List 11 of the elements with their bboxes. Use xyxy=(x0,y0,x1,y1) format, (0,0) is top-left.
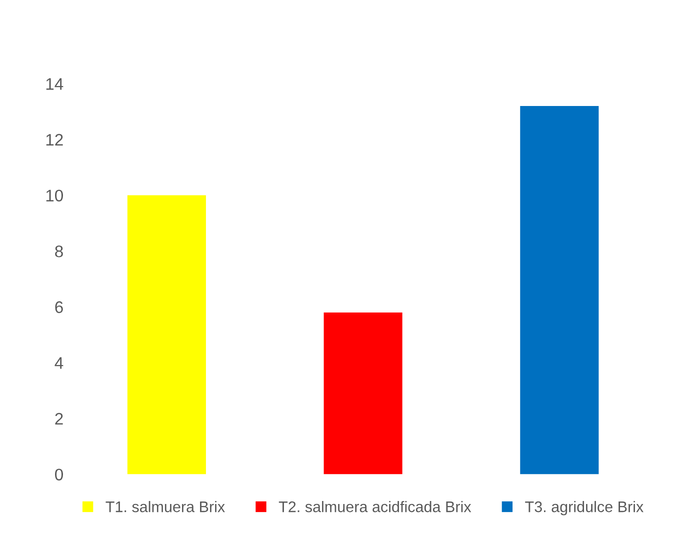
y-tick-label: 8 xyxy=(55,246,63,258)
legend-label: T2. salmuera acidficada Brix xyxy=(278,500,472,512)
y-tick-label: 6 xyxy=(55,301,63,314)
y-tick-label: 0 xyxy=(55,468,63,481)
legend-label: T3. agridulce Brix xyxy=(525,500,644,516)
y-tick-label: 4 xyxy=(54,357,64,369)
y-tick-label: 2 xyxy=(55,412,63,425)
y-tick-label: 14 xyxy=(46,78,64,90)
y-tick-label: 10 xyxy=(46,190,63,202)
legend-label: T1. salmuera Brix xyxy=(106,500,225,512)
y-tick-label: 12 xyxy=(46,134,63,146)
